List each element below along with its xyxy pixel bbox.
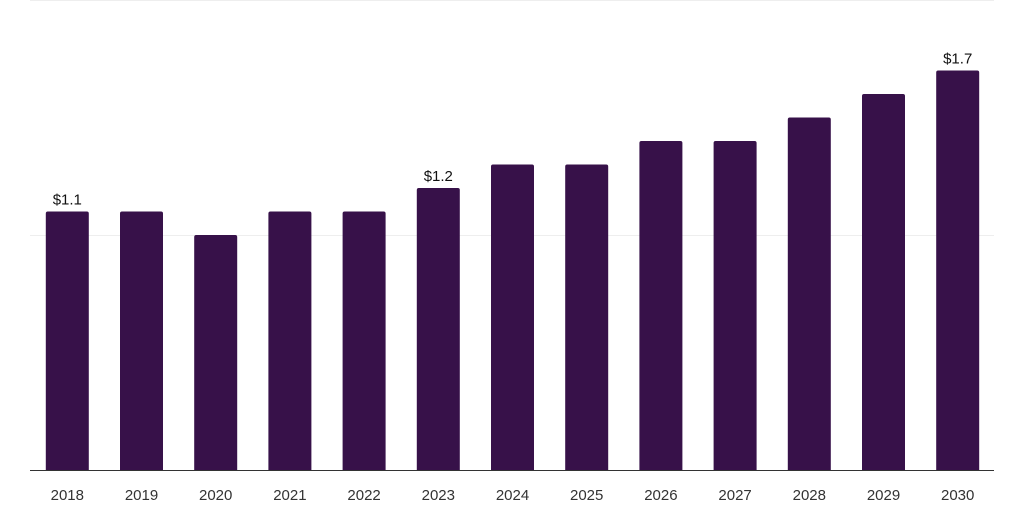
x-tick-label-2027: 2027 xyxy=(718,487,751,504)
bar-2024[interactable] xyxy=(491,164,534,471)
bar-2021[interactable] xyxy=(268,211,312,471)
bar-2025[interactable] xyxy=(565,164,609,471)
bar-2019[interactable] xyxy=(120,211,163,471)
x-tick-labels: 2018 2019 2020 2021 2022 2023 2024 2025 2026 2027… xyxy=(51,487,975,504)
x-tick-label-2029: 2029 xyxy=(867,487,900,504)
data-label-2018: $1.1 xyxy=(53,192,82,209)
x-tick-label-2019: 2019 xyxy=(125,487,158,504)
x-tick-label-2020: 2020 xyxy=(199,487,232,504)
x-tick-label-2022: 2022 xyxy=(347,487,380,504)
x-tick-label-2026: 2026 xyxy=(644,487,677,504)
data-label-2030: $1.7 xyxy=(943,51,972,68)
x-tick-label-2025: 2025 xyxy=(570,487,603,504)
x-tick-label-2024: 2024 xyxy=(496,487,529,504)
bar-2029[interactable] xyxy=(862,94,905,470)
x-tick-label-2018: 2018 xyxy=(51,487,84,504)
bars xyxy=(45,70,980,471)
bar-2026[interactable] xyxy=(639,141,683,470)
x-tick-label-2030: 2030 xyxy=(941,487,974,504)
x-tick-label-2021: 2021 xyxy=(273,487,306,504)
bar-2018[interactable] xyxy=(45,211,89,471)
data-labels: $1.1 $1.2 $1.7 xyxy=(53,51,973,209)
x-tick-label-2028: 2028 xyxy=(793,487,826,504)
bar-2030[interactable] xyxy=(936,70,980,471)
bar-2027[interactable] xyxy=(713,141,757,470)
bar-2022[interactable] xyxy=(342,211,386,471)
x-tick-label-2023: 2023 xyxy=(422,487,455,504)
bar-2023[interactable] xyxy=(416,188,460,470)
data-label-2023: $1.2 xyxy=(424,168,453,185)
bar-2028[interactable] xyxy=(787,117,831,471)
bar-2020[interactable] xyxy=(194,235,238,470)
